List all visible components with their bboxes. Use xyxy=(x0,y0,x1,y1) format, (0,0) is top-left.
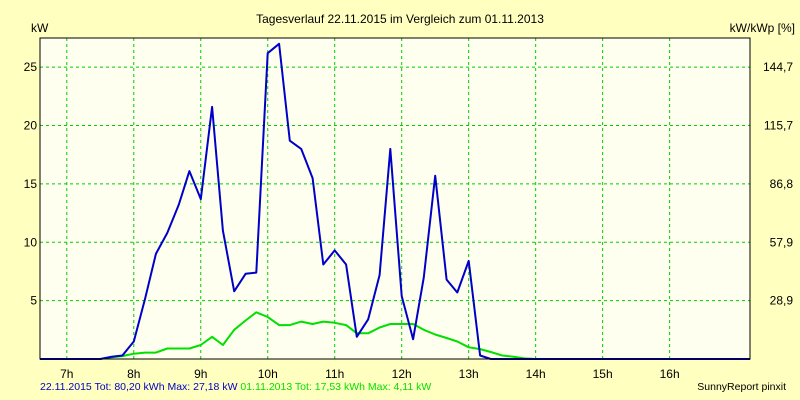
plot-frame xyxy=(39,37,751,360)
x-tick-label: 10h xyxy=(258,367,278,381)
legend-series-2013: 01.11.2013 Tot: 17,53 kWh Max: 4,11 kW xyxy=(240,381,432,393)
footer-legend: 22.11.2015 Tot: 80,20 kWh Max: 27,18 kW … xyxy=(40,381,431,393)
x-tick-label: 14h xyxy=(526,367,546,381)
x-tick-label: 9h xyxy=(194,367,207,381)
legend-series-2015: 22.11.2015 Tot: 80,20 kWh Max: 27,18 kW xyxy=(40,381,238,393)
footer-credit: SunnyReport pinxit xyxy=(697,381,786,393)
grid xyxy=(40,38,750,359)
y-tick-label-left: 15 xyxy=(24,177,38,191)
x-tick-label: 15h xyxy=(593,367,613,381)
chart-title: Tagesverlauf 22.11.2015 im Vergleich zum… xyxy=(256,12,544,26)
y-tick-label-right: 28,9 xyxy=(770,294,794,308)
y-tick-label-left: 25 xyxy=(24,60,38,74)
x-tick-label: 12h xyxy=(392,367,412,381)
x-tick-label: 11h xyxy=(325,367,344,381)
y-tick-label-left: 10 xyxy=(24,235,38,249)
x-tick-label: 8h xyxy=(127,367,140,381)
y-axis-right-label: kW/kWp [%] xyxy=(730,21,795,35)
y-tick-label-right: 86,8 xyxy=(770,177,794,191)
y-tick-label-right: 144,7 xyxy=(763,60,793,74)
y-tick-label-left: 20 xyxy=(24,119,38,133)
y-tick-label-right: 115,7 xyxy=(764,119,793,133)
x-tick-label: 13h xyxy=(459,367,479,381)
x-tick-label: 16h xyxy=(660,367,680,381)
x-tick-label: 7h xyxy=(60,367,73,381)
y-axis-left-label: kW xyxy=(31,21,49,35)
tick-labels: 7h 8h 9h 10h 11h 12h 13h 14h 15h 16h 5 10 15 20 25 28,9… xyxy=(24,60,794,381)
y-tick-label-right: 57,9 xyxy=(770,235,794,249)
y-tick-label-left: 5 xyxy=(30,294,37,308)
